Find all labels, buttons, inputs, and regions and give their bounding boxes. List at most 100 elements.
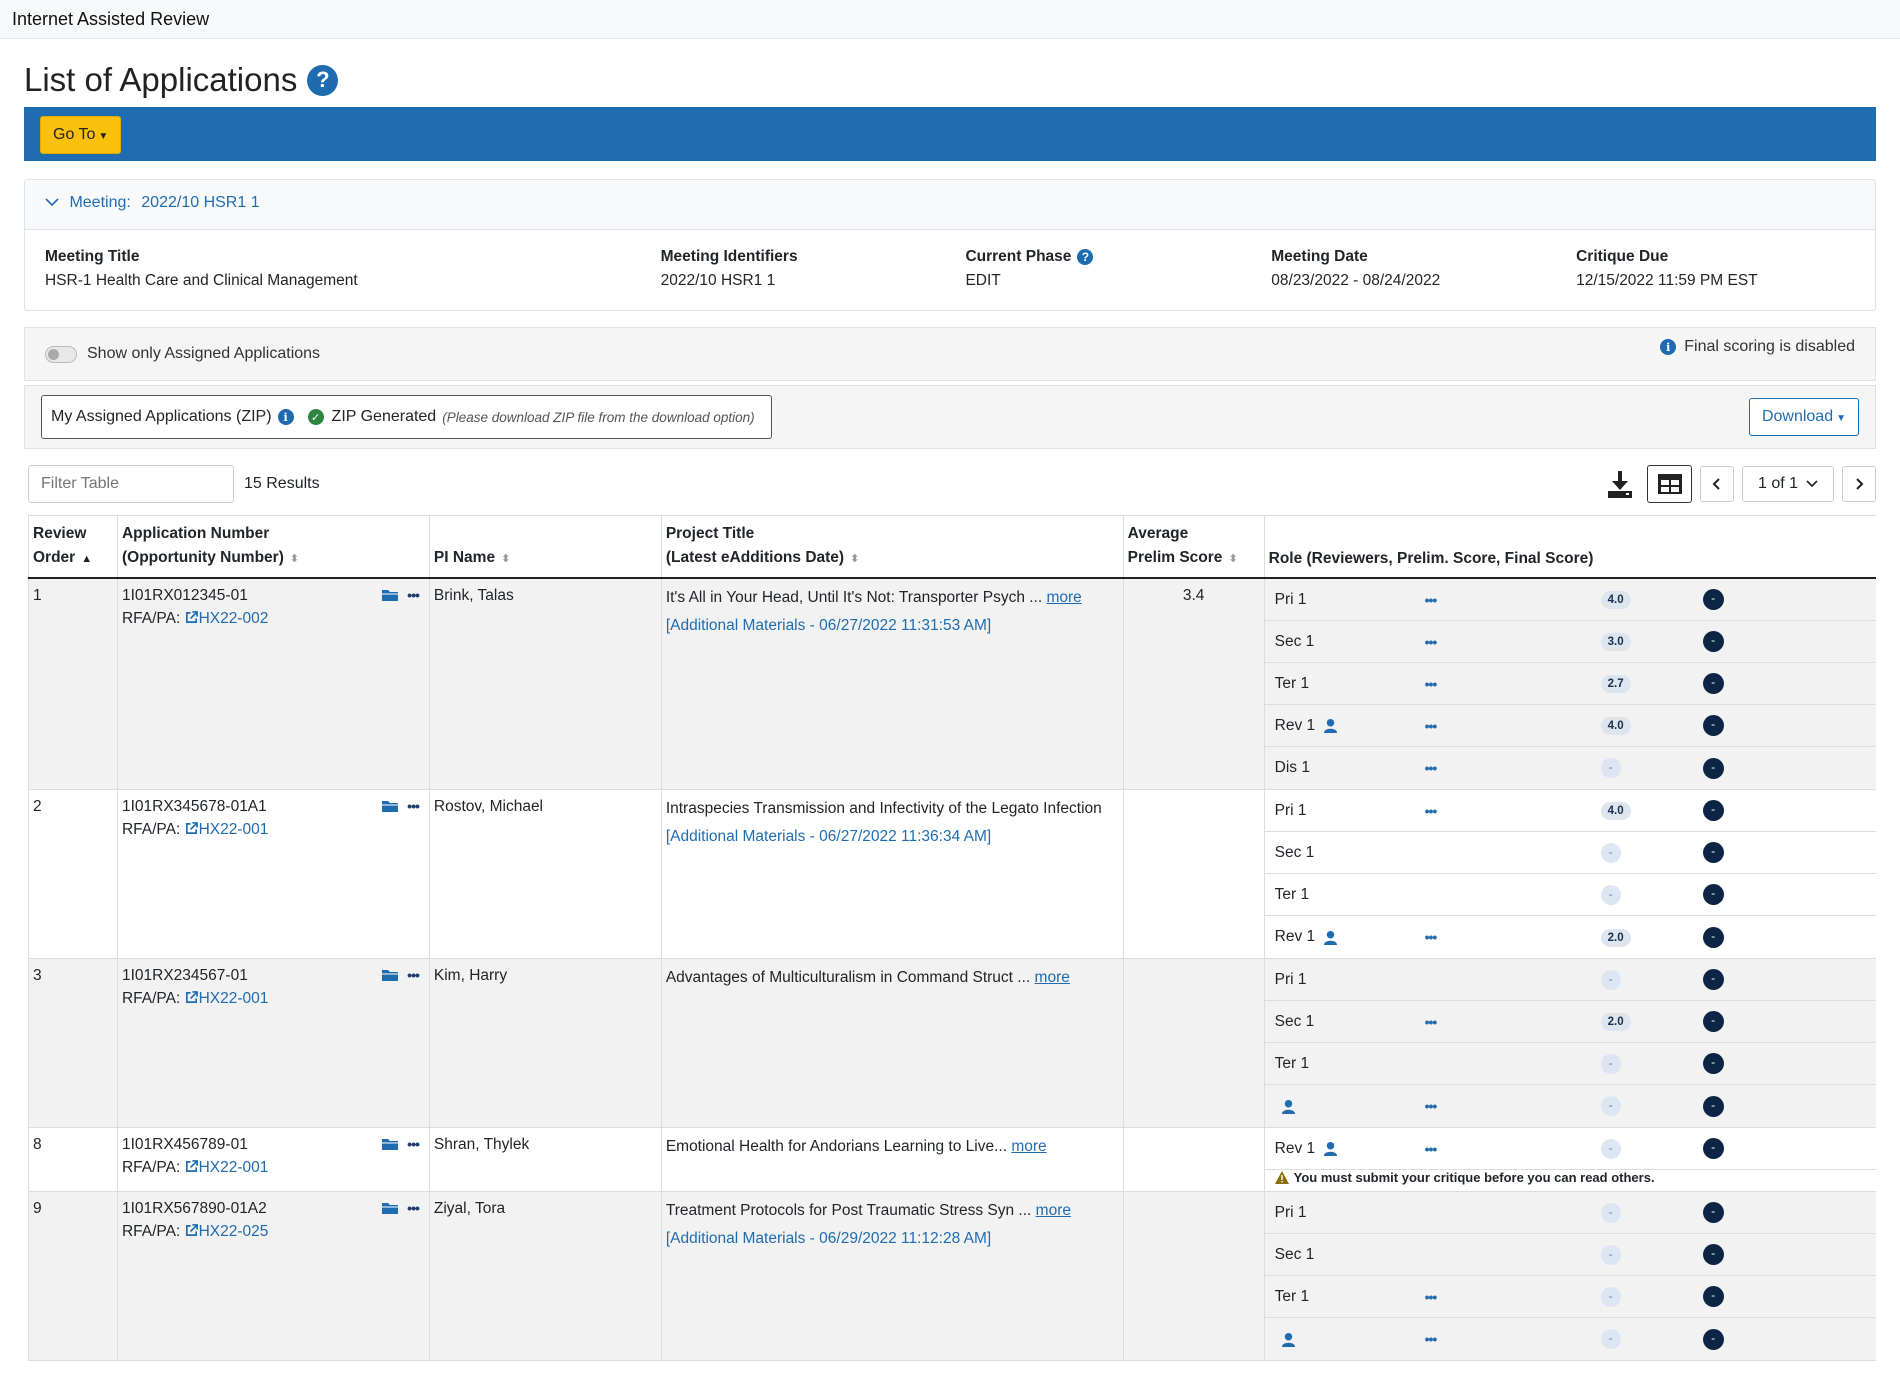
download-button[interactable]: Download ▼ — [1748, 398, 1859, 436]
more-options-icon[interactable]: ••• — [407, 1136, 420, 1152]
field-label: Critique Due — [1576, 248, 1669, 265]
project-title-cell: Intraspecies Transmission and Infectivit… — [660, 789, 1124, 959]
project-title: Intraspecies Transmission and Infectivit… — [665, 800, 1102, 817]
page-select[interactable]: 1 of 1 — [1742, 466, 1834, 502]
rfa-link[interactable]: HX22-025 — [185, 1223, 268, 1240]
col-review-order[interactable]: Review Order ▲ — [28, 515, 118, 579]
application-number-cell: 1I01RX234567-01 RFA/PA: HX22-001 ••• — [116, 958, 430, 1128]
rfa-link[interactable]: HX22-001 — [185, 1159, 268, 1176]
table-grid-icon — [1657, 474, 1682, 494]
rfa-link[interactable]: HX22-001 — [185, 990, 268, 1007]
sort-icon: ⬍ — [289, 553, 300, 565]
col-application-number[interactable]: Application Number (Opportunity Number) ⬍ — [116, 515, 430, 579]
field-label: Current Phase — [965, 248, 1072, 265]
toggle-label: Show only Assigned Applications — [87, 345, 321, 362]
role-row: Rev 1 ••• 4.0 - — [1264, 705, 1876, 747]
more-options-icon[interactable]: ••• — [1424, 717, 1438, 734]
project-title-cell: Advantages of Multiculturalism in Comman… — [660, 958, 1124, 1128]
folder-icon[interactable] — [381, 1138, 399, 1151]
prelim-score-badge: 4.0 — [1600, 802, 1631, 820]
external-link-icon — [185, 1223, 199, 1240]
folder-icon[interactable] — [381, 969, 399, 982]
meeting-header-label: Meeting: — [69, 194, 131, 211]
applications-table: Review Order ▲ Application Number (Opportu… — [28, 515, 1876, 1361]
average-score-cell — [1122, 1191, 1265, 1361]
role-row: Sec 1 - - — [1264, 832, 1876, 874]
prelim-score-badge: 3.0 — [1600, 633, 1631, 651]
folder-icon[interactable] — [381, 1202, 399, 1215]
prev-page-button[interactable] — [1700, 466, 1734, 502]
application-number: 1I01RX234567-01 — [121, 967, 248, 984]
role-row: Pri 1 - - — [1264, 959, 1876, 1001]
more-options-icon[interactable]: ••• — [407, 587, 420, 603]
folder-icon[interactable] — [381, 589, 399, 602]
more-options-icon[interactable]: ••• — [1424, 929, 1438, 945]
show-assigned-toggle[interactable]: Show only Assigned Applications — [45, 345, 320, 363]
more-options-icon[interactable]: ••• — [1424, 675, 1438, 692]
field-value: 08/23/2022 - 08/24/2022 — [1271, 272, 1441, 289]
folder-icon[interactable] — [381, 800, 399, 813]
more-options-icon[interactable]: ••• — [1424, 1331, 1438, 1347]
filter-panel: Show only Assigned Applications i Final … — [24, 327, 1876, 381]
more-options-icon[interactable]: ••• — [1424, 1288, 1438, 1305]
more-link[interactable]: more — [1011, 1138, 1047, 1155]
sort-ascending-icon: ▲ — [81, 553, 93, 565]
more-options-icon[interactable]: ••• — [407, 967, 420, 983]
table-header-row: Review Order ▲ Application Number (Opportu… — [28, 515, 1876, 579]
more-options-icon[interactable]: ••• — [407, 798, 420, 814]
meeting-header[interactable]: Meeting: 2022/10 HSR1 1 — [25, 180, 1875, 230]
final-score-badge: - — [1702, 884, 1724, 905]
role-label: Pri 1 — [1274, 1203, 1307, 1221]
more-options-icon[interactable]: ••• — [1424, 802, 1438, 819]
table-row: 3 1I01RX234567-01 RFA/PA: HX22-001 ••• Kim, … — [28, 958, 1876, 1128]
filter-table-input[interactable] — [28, 465, 234, 503]
application-number-cell: 1I01RX345678-01A1 RFA/PA: HX22-001 ••• — [116, 789, 430, 959]
review-order-cell: 2 — [28, 789, 118, 959]
additional-materials-link[interactable]: [Additional Materials - 06/27/2022 11:36… — [665, 828, 992, 845]
person-icon — [1281, 1099, 1296, 1114]
table-row: 8 1I01RX456789-01 RFA/PA: HX22-001 ••• Shran… — [28, 1127, 1876, 1192]
additional-materials-link[interactable]: [Additional Materials - 06/29/2022 11:12… — [665, 1230, 992, 1247]
more-link[interactable]: more — [1034, 969, 1070, 986]
rfa-label: RFA/PA: — [121, 1223, 181, 1240]
col-average-score[interactable]: Average Prelim Score ⬍ — [1122, 515, 1265, 579]
page-title: List of Applications — [24, 61, 298, 98]
info-icon[interactable]: i — [277, 409, 294, 425]
rfa-link[interactable]: HX22-002 — [185, 610, 268, 627]
rfa-link[interactable]: HX22-001 — [185, 821, 268, 838]
average-score-cell — [1122, 958, 1265, 1128]
col-pi-name[interactable]: PI Name ⬍ — [428, 515, 662, 579]
field-value: EDIT — [965, 272, 1001, 289]
more-options-icon[interactable]: ••• — [1424, 760, 1438, 776]
project-title-cell: It's All in Your Head, Until It's Not: T… — [660, 578, 1124, 790]
download-label: Download — [1761, 408, 1834, 425]
role-row: ••• - - — [1265, 1085, 1876, 1127]
more-options-icon[interactable]: ••• — [407, 1200, 420, 1216]
table-toolbar: 15 Results 1 of 1 — [28, 465, 1876, 503]
meeting-title-field: Meeting Title HSR-1 Health Care and Clin… — [45, 248, 661, 292]
help-icon[interactable]: ? — [1077, 249, 1094, 265]
field-value: 12/15/2022 11:59 PM EST — [1576, 272, 1758, 289]
export-download-icon[interactable] — [1605, 468, 1635, 500]
more-options-icon[interactable]: ••• — [1424, 1140, 1438, 1157]
more-options-icon[interactable]: ••• — [1424, 591, 1438, 608]
next-page-button[interactable] — [1842, 466, 1876, 502]
role-label: Ter 1 — [1274, 1287, 1310, 1305]
more-link[interactable]: more — [1046, 589, 1082, 606]
role-label: Sec 1 — [1274, 1012, 1315, 1030]
more-options-icon[interactable]: ••• — [1424, 1098, 1438, 1114]
final-score-badge: - — [1702, 1138, 1724, 1159]
go-to-button[interactable]: Go To ▼ — [40, 116, 122, 154]
more-options-icon[interactable]: ••• — [1424, 1013, 1438, 1030]
more-link[interactable]: more — [1035, 1202, 1071, 1219]
col-project-title[interactable]: Project Title (Latest eAdditions Date) ⬍ — [660, 515, 1124, 579]
results-count: 15 Results — [244, 475, 320, 492]
more-options-icon[interactable]: ••• — [1424, 633, 1438, 650]
table-view-button[interactable] — [1647, 465, 1692, 503]
final-score-badge: - — [1702, 969, 1724, 990]
application-number: 1I01RX012345-01 — [121, 587, 248, 604]
help-icon[interactable]: ? — [307, 64, 339, 96]
project-title: Emotional Health for Andorians Learning … — [665, 1138, 1008, 1155]
toggle-switch[interactable] — [45, 345, 77, 363]
additional-materials-link[interactable]: [Additional Materials - 06/27/2022 11:31… — [665, 617, 992, 634]
